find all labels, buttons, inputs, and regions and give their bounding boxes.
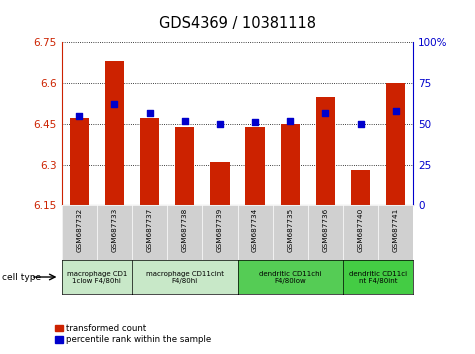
Point [322, 110, 329, 115]
Point [76, 113, 83, 119]
Text: dendritic CD11chi
F4/80low: dendritic CD11chi F4/80low [259, 270, 322, 284]
Point [181, 118, 189, 124]
Text: GDS4369 / 10381118: GDS4369 / 10381118 [159, 16, 316, 30]
Bar [210, 162, 229, 205]
Text: GSM687736: GSM687736 [323, 208, 328, 252]
Point [392, 108, 399, 114]
Point [357, 121, 364, 127]
Bar [140, 119, 159, 205]
Point [251, 119, 259, 125]
Bar [175, 127, 194, 205]
Text: GSM687733: GSM687733 [112, 208, 117, 252]
Text: macrophage CD11cint
F4/80hi: macrophage CD11cint F4/80hi [146, 270, 224, 284]
Point [286, 118, 294, 124]
Text: GSM687741: GSM687741 [393, 208, 399, 252]
Text: cell type: cell type [2, 273, 41, 281]
Point [111, 102, 118, 107]
Text: GSM687737: GSM687737 [147, 208, 152, 252]
Bar [316, 97, 335, 205]
Bar [281, 124, 300, 205]
Bar [386, 83, 405, 205]
Text: GSM687732: GSM687732 [76, 208, 82, 252]
Legend: transformed count, percentile rank within the sample: transformed count, percentile rank withi… [52, 320, 215, 348]
Bar [105, 62, 124, 205]
Point [146, 110, 153, 115]
Text: GSM687740: GSM687740 [358, 208, 363, 252]
Text: macrophage CD1
1clow F4/80hi: macrophage CD1 1clow F4/80hi [66, 270, 127, 284]
Text: GSM687735: GSM687735 [287, 208, 293, 252]
Text: GSM687738: GSM687738 [182, 208, 188, 252]
Bar [351, 170, 370, 205]
Bar [70, 119, 89, 205]
Text: GSM687739: GSM687739 [217, 208, 223, 252]
Text: dendritic CD11ci
nt F4/80int: dendritic CD11ci nt F4/80int [349, 270, 407, 284]
Point [216, 121, 224, 127]
Text: GSM687734: GSM687734 [252, 208, 258, 252]
Bar [246, 127, 265, 205]
